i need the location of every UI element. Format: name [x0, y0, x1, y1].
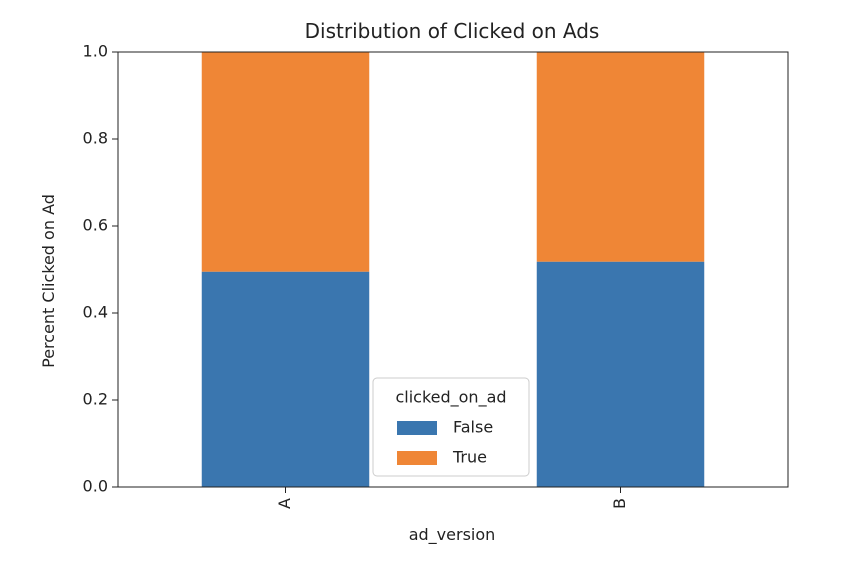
x-tick-label-a: A: [275, 498, 294, 509]
x-tick-label-b: B: [610, 498, 629, 509]
legend: clicked_on_ad False True: [372, 377, 530, 477]
legend-label-false: False: [453, 418, 493, 437]
y-tick-label: 0.8: [83, 129, 108, 148]
y-tick-label: 0.6: [83, 216, 108, 235]
bars-layer: [201, 52, 705, 487]
y-axis-label: Percent Clicked on Ad: [39, 194, 58, 368]
legend-title: clicked_on_ad: [395, 388, 506, 408]
y-tick-label: 1.0: [83, 42, 108, 61]
bar-segment-false-a: [201, 271, 370, 487]
y-tick-label: 0.2: [83, 390, 108, 409]
bar-segment-true-b: [536, 52, 705, 262]
plot-frame: [117, 51, 789, 488]
legend-swatch-true: [397, 451, 437, 465]
y-axis: 0.0 0.2 0.4 0.6 0.8 1.0: [83, 42, 118, 496]
y-tick-label: 0.4: [83, 303, 108, 322]
bar-segment-true-a: [201, 52, 370, 272]
x-axis-label: ad_version: [409, 525, 496, 545]
legend-label-true: True: [452, 448, 487, 467]
chart-title: Distribution of Clicked on Ads: [305, 19, 600, 43]
legend-swatch-false: [397, 421, 437, 435]
bar-segment-false-b: [536, 261, 705, 487]
y-tick-label: 0.0: [83, 477, 108, 496]
